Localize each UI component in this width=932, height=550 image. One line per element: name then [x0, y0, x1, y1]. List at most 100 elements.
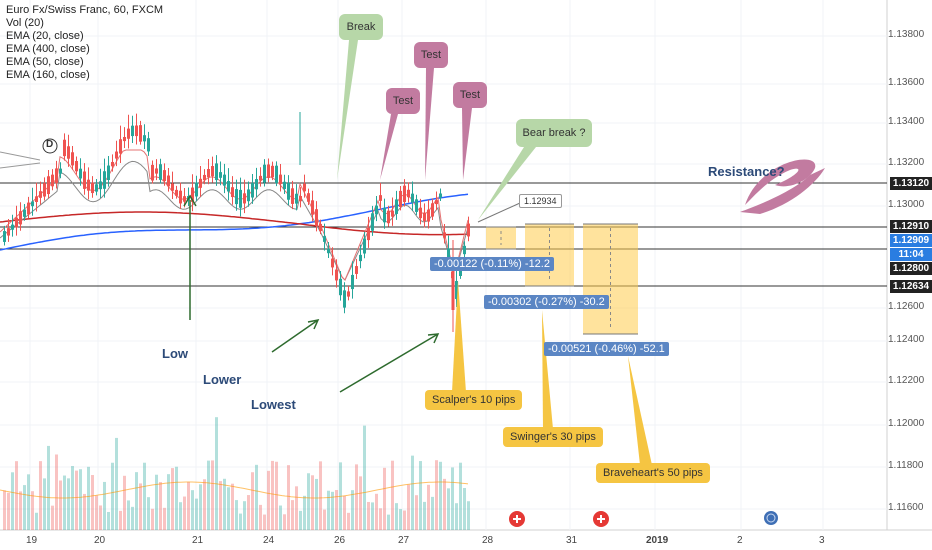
event-icon-2[interactable] — [593, 511, 609, 527]
volume-bar — [423, 501, 426, 530]
candle-body — [351, 274, 354, 290]
candle-body — [443, 232, 446, 238]
price-tick: 1.12000 — [888, 418, 925, 429]
candle-body — [287, 183, 290, 200]
candle-body — [303, 183, 306, 192]
volume-bar — [127, 500, 130, 530]
test-callout-1[interactable]: Test — [386, 88, 420, 114]
volume-bar — [299, 510, 302, 530]
candle-body — [219, 172, 222, 178]
volume-bar — [331, 491, 334, 530]
volume-bar — [215, 417, 218, 530]
volume-ma-line — [0, 481, 469, 499]
candle-body — [299, 196, 302, 202]
level-label-middle: 1.12800 — [890, 262, 932, 275]
candle-body — [403, 185, 406, 203]
target-boxes — [486, 223, 638, 335]
low-note: Low — [162, 346, 188, 361]
volume-bar — [455, 503, 458, 530]
candle-body — [63, 139, 66, 157]
volume-bar — [367, 501, 370, 530]
candle-body — [383, 207, 386, 223]
candle-body — [371, 213, 374, 231]
scalper-note[interactable]: Scalper's 10 pips — [425, 390, 523, 410]
price-tag[interactable]: 1.12934 — [519, 194, 562, 208]
candle-body — [251, 183, 254, 198]
candle-body — [367, 227, 370, 241]
level-label-resistance: 1.13120 — [890, 177, 932, 190]
candle-body — [215, 163, 218, 181]
volume-bar — [203, 479, 206, 530]
price-tick: 1.12200 — [888, 375, 925, 386]
candle-body — [271, 165, 274, 178]
candle-body — [27, 202, 30, 215]
price-tag-pointer — [477, 202, 521, 223]
candle-body — [231, 187, 234, 198]
price-tick: 1.11800 — [888, 460, 924, 471]
countdown-label: 11:04 — [890, 248, 932, 261]
price-tick: 1.12600 — [888, 301, 925, 312]
swinger-note[interactable]: Swinger's 30 pips — [503, 427, 603, 447]
volume-bar — [223, 478, 226, 530]
volume-bar — [111, 462, 114, 530]
measure-label-50[interactable]: -0.00521 (-0.46%) -52.1 — [544, 342, 669, 356]
candle-body — [399, 190, 402, 208]
volume-bar — [283, 514, 286, 530]
volume-bar — [447, 488, 450, 530]
candle-body — [23, 209, 26, 217]
volume-bar — [287, 465, 290, 530]
braveheart-note[interactable]: Braveheart's 50 pips — [596, 463, 710, 483]
candle-body — [191, 187, 194, 202]
ema-line — [0, 193, 469, 251]
chart-legend: Euro Fx/Swiss Franc, 60, FXCM Vol (20) E… — [6, 4, 163, 82]
candle-body — [39, 191, 42, 198]
volume-bar — [163, 507, 166, 530]
measure-label-10[interactable]: -0.00122 (-0.11%) -12.2 — [430, 257, 554, 271]
break-callout[interactable]: Break — [339, 14, 383, 40]
volume-bar — [155, 474, 158, 530]
event-icon-1[interactable] — [509, 511, 525, 527]
volume-bar — [279, 505, 282, 530]
date-tick: 19 — [26, 535, 38, 546]
volume-bar — [431, 496, 434, 530]
volume-bar — [403, 510, 406, 530]
volume-bar — [315, 478, 318, 530]
measure-label-30[interactable]: -0.00302 (-0.27%) -30.2 — [484, 295, 609, 309]
volume-bar — [43, 478, 46, 530]
candle-body — [103, 171, 106, 189]
candle-body — [207, 169, 210, 178]
arrow-head — [307, 318, 320, 330]
callout-tail — [478, 147, 536, 220]
candle-body — [75, 161, 78, 172]
date-tick: 21 — [192, 535, 204, 546]
lower-note: Lower — [203, 372, 242, 387]
candle-body — [267, 164, 270, 178]
bear-break-callout[interactable]: Bear break ? — [516, 119, 592, 147]
volume-bar — [63, 475, 66, 530]
ema-line — [0, 160, 469, 281]
volume-bar — [383, 467, 386, 530]
volume-bar — [171, 468, 174, 530]
volume-bar — [103, 481, 106, 530]
volume-bar — [435, 460, 438, 530]
resistance-swirl-icon — [740, 159, 825, 214]
candle-body — [211, 166, 214, 177]
globe-event-icon[interactable] — [764, 511, 778, 525]
callout-tail — [452, 280, 466, 392]
date-tick: 28 — [482, 535, 494, 546]
price-tick: 1.13200 — [888, 157, 925, 168]
volume-bar — [399, 509, 402, 530]
test-callout-2[interactable]: Test — [414, 42, 448, 68]
volume-bar — [183, 496, 186, 530]
volume-bar — [395, 503, 398, 530]
volume-bar — [291, 500, 294, 530]
candle-body — [339, 278, 342, 296]
test-callout-3[interactable]: Test — [453, 82, 487, 108]
candle-body — [427, 209, 430, 222]
callout-tail — [337, 40, 358, 180]
callout-tail — [380, 114, 398, 180]
candle-body — [127, 128, 130, 139]
candle-body — [143, 135, 146, 142]
